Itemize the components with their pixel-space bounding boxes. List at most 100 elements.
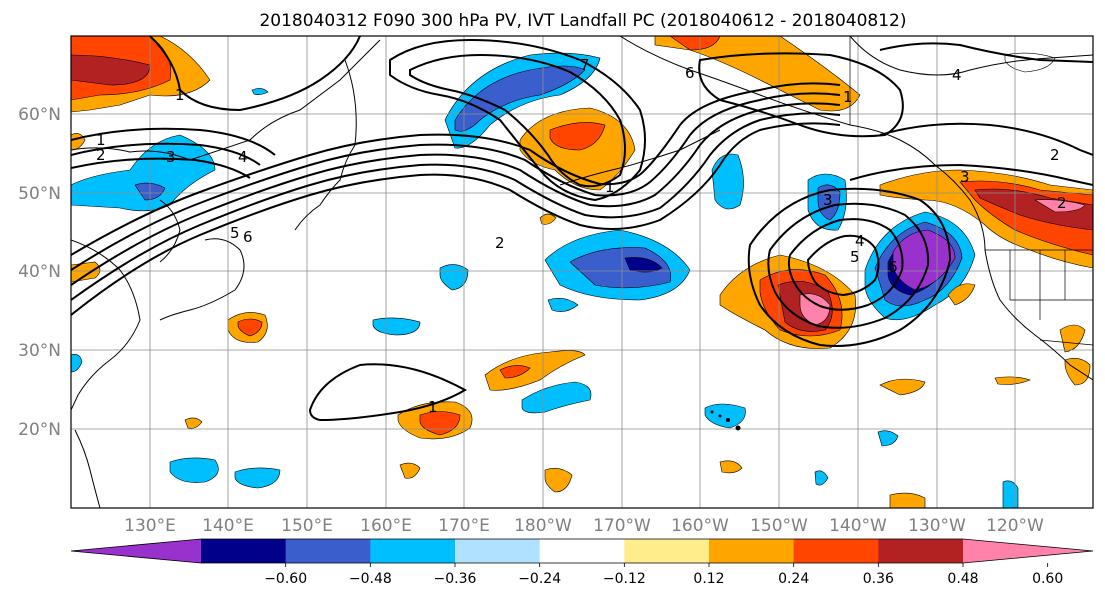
colorbar-tick-label: 0.36 [863, 571, 894, 587]
shade-small-12 [1059, 324, 1086, 353]
colorbar-tick-label: 0.48 [947, 571, 978, 587]
coastlines [71, 36, 1093, 508]
lon-label: 140°W [829, 516, 887, 536]
shade-ne-pink [1034, 199, 1086, 213]
coast-alaska [619, 36, 936, 166]
colorbar-tick-label: 0.60 [1032, 571, 1063, 587]
pv-shading [71, 36, 1093, 508]
contour-label: 2 [1050, 146, 1060, 164]
shade-small-1-red [237, 318, 263, 337]
shade-small-15 [399, 462, 421, 479]
shade-small-2 [372, 317, 421, 336]
contour-label-group: 1 1 2 3 4 5 6 7 2 1 6 1 2 3 4 5 3 2 6 4 … [96, 56, 1067, 416]
shade-small-7 [169, 457, 219, 483]
colorbar-segment [370, 539, 456, 563]
lon-label: 160°W [671, 516, 729, 536]
contour-label: 1 [605, 178, 615, 196]
shade-small-22 [184, 417, 203, 429]
contour-north-ring-b [409, 53, 626, 188]
map-frame [70, 35, 1094, 509]
shade-central-navy [624, 257, 663, 273]
shade-small-13 [1064, 358, 1091, 386]
shade-north-darkblue [454, 65, 586, 132]
lat-label: 40°N [18, 262, 61, 282]
colorbar-segment [539, 539, 625, 563]
contour-west-3 [71, 157, 251, 179]
colorbar-segment [793, 539, 879, 563]
shade-small-20 [539, 213, 557, 225]
lon-label: 140°E [202, 516, 254, 536]
ivt-contours [71, 36, 1093, 422]
contour-label: 2 [495, 234, 505, 252]
shade-small-29 [994, 376, 1031, 385]
colorbar: −0.60 −0.48 −0.36 −0.24 −0.12 0.12 0.24 0.36 0.4… [70, 538, 1094, 587]
contour-label: 2 [96, 146, 106, 164]
contour-dipole-2 [767, 202, 930, 329]
colorbar-extend-low [71, 539, 201, 563]
contour-label: 1 [175, 86, 185, 104]
shade-small-9 [704, 403, 746, 429]
lon-label: 170°W [593, 516, 651, 536]
contour-label: 6 [685, 64, 695, 82]
coast-japan [159, 238, 245, 321]
lon-label: 180°W [514, 516, 572, 536]
lon-label: 160°E [360, 516, 412, 536]
lat-axis: 60°N 50°N 40°N 30°N 20°N [18, 105, 61, 440]
border-states [1009, 250, 1093, 320]
colorbar-tick-label: −0.60 [264, 571, 307, 587]
lat-label: 20°N [18, 420, 61, 440]
shade-small-19 [877, 430, 899, 447]
shade-small-18 [1002, 480, 1019, 508]
colorbar-segment [709, 539, 795, 563]
contour-south-loop [308, 363, 468, 422]
colorbar-segment [455, 539, 541, 563]
contour-dipole-1 [747, 187, 952, 347]
contour-label: 4 [238, 148, 248, 166]
contour-north-ring-a [389, 38, 646, 202]
shade-small-4 [484, 350, 586, 391]
coast-aleutian [559, 129, 721, 186]
shade-dipole-pink [799, 293, 831, 326]
contour-label: 2 [1057, 194, 1067, 212]
border-us-mexico [1039, 339, 1093, 346]
contour-label: 5 [850, 248, 860, 266]
contour-label: 1 [96, 131, 106, 149]
contour-dipole-4 [806, 234, 880, 297]
contour-label: 4 [855, 232, 865, 250]
shade-aleutian-red [549, 122, 606, 151]
contour-label: 3 [166, 148, 176, 166]
coast-kamchatka [294, 59, 357, 231]
contour-label: 6 [888, 258, 898, 276]
lat-label: 30°N [18, 341, 61, 361]
lon-label: 150°W [750, 516, 808, 536]
contour-jet-5 [71, 82, 841, 256]
shade-small-11 [947, 283, 976, 306]
shade-ne-darkred [974, 188, 1093, 231]
colorbar-segment [285, 539, 371, 563]
lon-label: 150°E [281, 516, 333, 536]
coast-nw-canada [849, 36, 1093, 76]
shade-small-21 [547, 298, 579, 312]
colorbar-tick-label: −0.48 [349, 571, 392, 587]
contour-label: 3 [823, 191, 833, 209]
contour-label: 1 [843, 88, 853, 106]
contour-label: 3 [960, 168, 970, 186]
colorbar-tick-label: 0.12 [693, 571, 724, 587]
shade-small-14 [544, 468, 573, 493]
colorbar-segment [624, 539, 710, 563]
contour-ne-2 [879, 122, 1093, 156]
colorbar-tick-label: −0.24 [518, 571, 561, 587]
shade-small-25 [814, 470, 829, 486]
colorbar-tick-label: 0.24 [778, 571, 809, 587]
shade-small-10 [879, 378, 926, 396]
contour-ne-3 [879, 42, 1093, 63]
colorbar-tick-label: −0.12 [603, 571, 646, 587]
lat-label: 50°N [18, 184, 61, 204]
coast-na-west [934, 164, 1093, 381]
colorbar-tick-label: −0.36 [434, 571, 477, 587]
contour-ne-1 [849, 163, 1093, 186]
lon-label: 130°W [908, 516, 966, 536]
shade-small-28 [71, 354, 83, 373]
colorbar-segment [201, 539, 287, 563]
